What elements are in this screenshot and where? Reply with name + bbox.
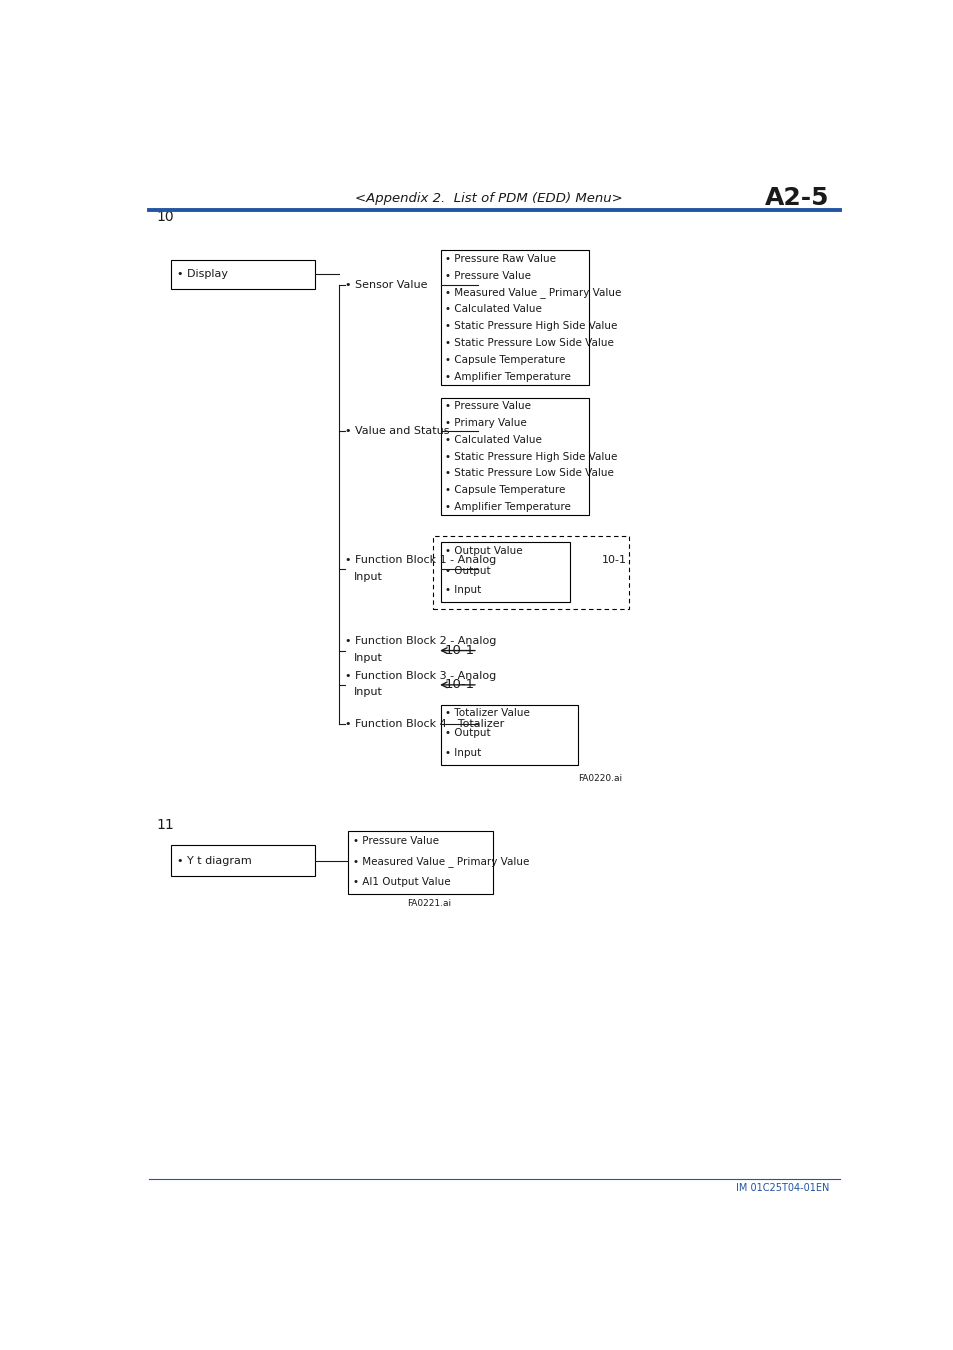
Text: 11: 11: [156, 818, 173, 833]
Text: • AI1 Output Value: • AI1 Output Value: [353, 878, 450, 887]
Text: FA0220.ai: FA0220.ai: [577, 774, 621, 783]
Text: • Static Pressure Low Side Value: • Static Pressure Low Side Value: [445, 468, 614, 478]
Text: • Output: • Output: [445, 566, 491, 575]
Text: • Function Block 4 - Totalizer: • Function Block 4 - Totalizer: [344, 720, 503, 729]
Text: 10-1: 10-1: [444, 678, 475, 691]
Text: • Pressure Value: • Pressure Value: [445, 270, 531, 281]
Text: • Output Value: • Output Value: [445, 545, 522, 556]
Text: Input: Input: [354, 653, 383, 663]
Text: 10: 10: [156, 211, 173, 224]
Text: • Amplifier Temperature: • Amplifier Temperature: [445, 371, 571, 382]
Bar: [440, 250, 588, 386]
Text: • Measured Value _ Primary Value: • Measured Value _ Primary Value: [445, 288, 621, 298]
Text: • Static Pressure Low Side Value: • Static Pressure Low Side Value: [445, 338, 614, 348]
Text: • Measured Value _ Primary Value: • Measured Value _ Primary Value: [353, 856, 529, 867]
Text: • Calculated Value: • Calculated Value: [445, 304, 541, 315]
Text: • Primary Value: • Primary Value: [445, 418, 526, 428]
Text: • Sensor Value: • Sensor Value: [344, 279, 427, 290]
Text: • Input: • Input: [445, 748, 481, 759]
Text: • Function Block 3 - Analog: • Function Block 3 - Analog: [344, 671, 496, 680]
Bar: [440, 398, 588, 516]
Text: • Calculated Value: • Calculated Value: [445, 435, 541, 446]
Text: • Function Block 1 - Analog: • Function Block 1 - Analog: [344, 555, 496, 566]
Bar: [171, 845, 314, 876]
Text: • Capsule Temperature: • Capsule Temperature: [445, 485, 565, 495]
Bar: [348, 832, 492, 894]
Text: • Input: • Input: [445, 586, 481, 595]
Text: • Output: • Output: [445, 728, 491, 738]
Text: • Totalizer Value: • Totalizer Value: [445, 707, 530, 718]
Text: • Pressure Raw Value: • Pressure Raw Value: [445, 254, 556, 263]
Bar: [440, 543, 570, 602]
Bar: [440, 705, 577, 765]
Text: 10-1: 10-1: [601, 555, 626, 566]
Text: FA0221.ai: FA0221.ai: [407, 899, 452, 907]
Text: 10-1: 10-1: [444, 644, 475, 657]
Text: • Capsule Temperature: • Capsule Temperature: [445, 355, 565, 364]
Text: • Amplifier Temperature: • Amplifier Temperature: [445, 502, 571, 512]
Text: • Static Pressure High Side Value: • Static Pressure High Side Value: [445, 321, 617, 331]
Text: Input: Input: [354, 687, 383, 697]
Text: • Display: • Display: [176, 269, 228, 279]
Bar: [433, 536, 629, 609]
Text: • Function Block 2 - Analog: • Function Block 2 - Analog: [344, 636, 496, 647]
Text: • Pressure Value: • Pressure Value: [353, 836, 438, 846]
Text: • Pressure Value: • Pressure Value: [445, 401, 531, 412]
Text: IM 01C25T04-01EN: IM 01C25T04-01EN: [735, 1183, 828, 1193]
Text: <Appendix 2.  List of PDM (EDD) Menu>: <Appendix 2. List of PDM (EDD) Menu>: [355, 192, 622, 205]
Text: • Value and Status: • Value and Status: [344, 427, 449, 436]
Text: Input: Input: [354, 572, 383, 582]
Text: • Static Pressure High Side Value: • Static Pressure High Side Value: [445, 452, 617, 462]
Bar: [171, 259, 314, 289]
Text: • Y t diagram: • Y t diagram: [176, 856, 252, 865]
Text: A2-5: A2-5: [763, 186, 828, 211]
